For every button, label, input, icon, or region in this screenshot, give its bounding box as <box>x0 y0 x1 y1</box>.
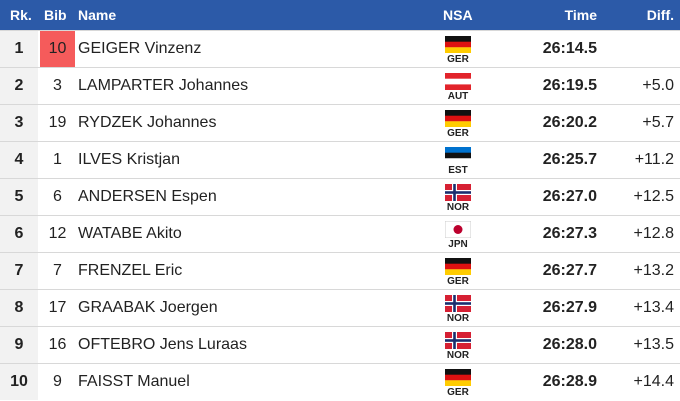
flag <box>445 221 471 238</box>
bib: 6 <box>53 188 62 205</box>
rank-cell-bg <box>0 142 38 178</box>
diff: +13.4 <box>633 299 674 316</box>
row: 2 3 LAMPARTER Johannes AUT 26:19.5 +5.0 <box>0 67 680 104</box>
bib: 12 <box>48 225 67 242</box>
bib: 17 <box>48 299 67 316</box>
header-cell: Bib <box>44 7 67 23</box>
row: 6 12 WATABE Akito JPN 26:27.3 +12.8 <box>0 215 680 252</box>
header-cell: Rk. <box>10 7 32 23</box>
nsa-code: GER <box>447 387 469 398</box>
nsa-code: NOR <box>446 350 470 361</box>
nsa-code: NOR <box>446 313 470 324</box>
header-cell: Name <box>78 7 117 23</box>
time: 26:20.2 <box>542 114 597 131</box>
header-bar <box>0 0 680 30</box>
athlete-name: ILVES Kristjan <box>78 151 180 168</box>
diff: +13.2 <box>633 262 674 279</box>
flag <box>445 332 471 349</box>
athlete-name: LAMPARTER Johannes <box>78 77 249 94</box>
rank: 1 <box>14 40 24 57</box>
row: 4 1 ILVES Kristjan EST 26:25.7 +11.2 <box>0 141 680 178</box>
flag <box>445 369 471 386</box>
athlete-name: FRENZEL Eric <box>78 262 183 279</box>
athlete-name: GRAABAK Joergen <box>78 299 218 316</box>
time: 26:27.7 <box>542 262 597 279</box>
nsa-code: NOR <box>446 202 470 213</box>
rank-cell-bg <box>0 179 38 215</box>
header-cell: Diff. <box>646 7 674 23</box>
flag <box>445 36 471 53</box>
athlete-name: GEIGER Vinzenz <box>78 40 202 57</box>
time: 26:28.0 <box>542 336 597 353</box>
flag <box>445 184 471 201</box>
row: 8 17 GRAABAK Joergen NOR 26:27.9 +13.4 <box>0 289 680 326</box>
time: 26:14.5 <box>542 40 597 57</box>
time: 26:27.3 <box>542 225 597 242</box>
diff: +5.0 <box>642 77 674 94</box>
nsa-code: EST <box>448 165 468 176</box>
athlete-name: WATABE Akito <box>78 225 182 242</box>
flag <box>445 73 471 90</box>
rank-cell-bg <box>0 31 38 67</box>
header-cell: NSA <box>443 7 473 23</box>
row: 1 10 GEIGER Vinzenz GER 26:14.5 <box>0 30 680 67</box>
diff: +12.8 <box>633 225 674 242</box>
rank: 10 <box>10 373 28 390</box>
rank: 6 <box>14 225 24 242</box>
rank-cell-bg <box>0 253 38 289</box>
athlete-name: ANDERSEN Espen <box>78 188 217 205</box>
bib: 9 <box>53 373 62 390</box>
diff: +11.2 <box>634 151 674 168</box>
flag <box>445 147 471 164</box>
bib: 7 <box>53 262 62 279</box>
rank: 2 <box>14 77 24 94</box>
nsa-code: GER <box>447 276 469 287</box>
flag <box>445 110 471 127</box>
athlete-name: OFTEBRO Jens Luraas <box>78 336 247 353</box>
bib: 1 <box>53 151 62 168</box>
time: 26:27.9 <box>542 299 597 316</box>
row: 9 16 OFTEBRO Jens Luraas NOR 26:28.0 +13.5 <box>0 326 680 363</box>
diff: +13.5 <box>633 336 674 353</box>
diff: +5.7 <box>642 114 674 131</box>
time: 26:28.9 <box>542 373 597 390</box>
rank: 7 <box>14 262 24 279</box>
row: 5 6 ANDERSEN Espen NOR 26:27.0 +12.5 <box>0 178 680 215</box>
rank-cell-bg <box>0 364 38 400</box>
row: 7 7 FRENZEL Eric GER 26:27.7 +13.2 <box>0 252 680 289</box>
rank-cell-bg <box>0 216 38 252</box>
time: 26:25.7 <box>542 151 597 168</box>
bib: 3 <box>53 77 62 94</box>
nsa-code: GER <box>447 54 469 65</box>
rank: 4 <box>14 151 24 168</box>
nsa-code: AUT <box>447 91 469 102</box>
athlete-name: RYDZEK Johannes <box>78 114 217 131</box>
athlete-name: FAISST Manuel <box>78 373 190 390</box>
bib: 10 <box>48 40 67 57</box>
row: 3 19 RYDZEK Johannes GER 26:20.2 +5.7 <box>0 104 680 141</box>
rank: 8 <box>14 299 24 316</box>
row: 10 9 FAISST Manuel GER 26:28.9 +14.4 <box>0 363 680 400</box>
flag <box>445 295 471 312</box>
nsa-code: JPN <box>448 239 468 250</box>
bib: 19 <box>48 114 67 131</box>
diff: +12.5 <box>633 188 674 205</box>
rank-cell-bg <box>0 68 38 104</box>
rank-cell-bg <box>0 105 38 141</box>
rank: 3 <box>14 114 24 131</box>
bib: 16 <box>48 336 67 353</box>
diff: +14.4 <box>633 373 674 390</box>
time: 26:19.5 <box>542 77 597 94</box>
nsa-code: GER <box>447 128 469 139</box>
bib-highlight <box>40 31 75 67</box>
header-cell: Time <box>564 7 597 23</box>
rank: 9 <box>14 336 24 353</box>
flag <box>445 258 471 275</box>
rank-cell-bg <box>0 290 38 326</box>
rank-cell-bg <box>0 327 38 363</box>
rank: 5 <box>14 188 24 205</box>
time: 26:27.0 <box>542 188 597 205</box>
